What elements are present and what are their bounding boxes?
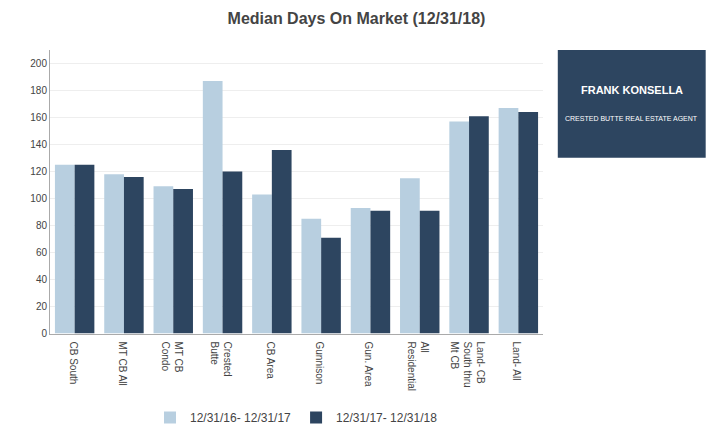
- svg-text:160: 160: [30, 112, 47, 123]
- svg-text:CrestedButte: CrestedButte: [209, 342, 233, 377]
- svg-text:12/31/16- 12/31/17: 12/31/16- 12/31/17: [190, 411, 291, 425]
- svg-text:CB Area: CB Area: [265, 342, 276, 380]
- svg-text:140: 140: [30, 139, 47, 150]
- svg-text:60: 60: [36, 247, 48, 258]
- svg-text:180: 180: [30, 85, 47, 96]
- svg-text:0: 0: [41, 328, 47, 339]
- svg-text:CRESTED BUTTE REAL ESTATE AGEN: CRESTED BUTTE REAL ESTATE AGENT: [565, 115, 698, 122]
- svg-text:12/31/17- 12/31/18: 12/31/17- 12/31/18: [336, 411, 437, 425]
- svg-text:FRANK KONSELLA: FRANK KONSELLA: [581, 84, 683, 96]
- svg-text:MT CB All: MT CB All: [117, 342, 128, 386]
- svg-text:100: 100: [30, 193, 47, 204]
- svg-text:CB South: CB South: [68, 342, 79, 385]
- svg-text:Gun. Area: Gun. Area: [363, 342, 374, 387]
- svg-text:120: 120: [30, 166, 47, 177]
- svg-text:40: 40: [36, 274, 48, 285]
- svg-text:Land- CBSouth thruMt CB: Land- CBSouth thruMt CB: [449, 342, 486, 388]
- svg-text:80: 80: [36, 220, 48, 231]
- svg-text:200: 200: [30, 58, 47, 69]
- svg-text:Land- All: Land- All: [511, 342, 522, 381]
- svg-text:AllResidential: AllResidential: [406, 342, 430, 391]
- svg-text:Median Days On Market (12/31/1: Median Days On Market (12/31/18): [228, 10, 486, 27]
- svg-text:20: 20: [36, 301, 48, 312]
- svg-text:Gunnison: Gunnison: [314, 342, 325, 385]
- svg-text:MT CBCondo: MT CBCondo: [160, 342, 184, 373]
